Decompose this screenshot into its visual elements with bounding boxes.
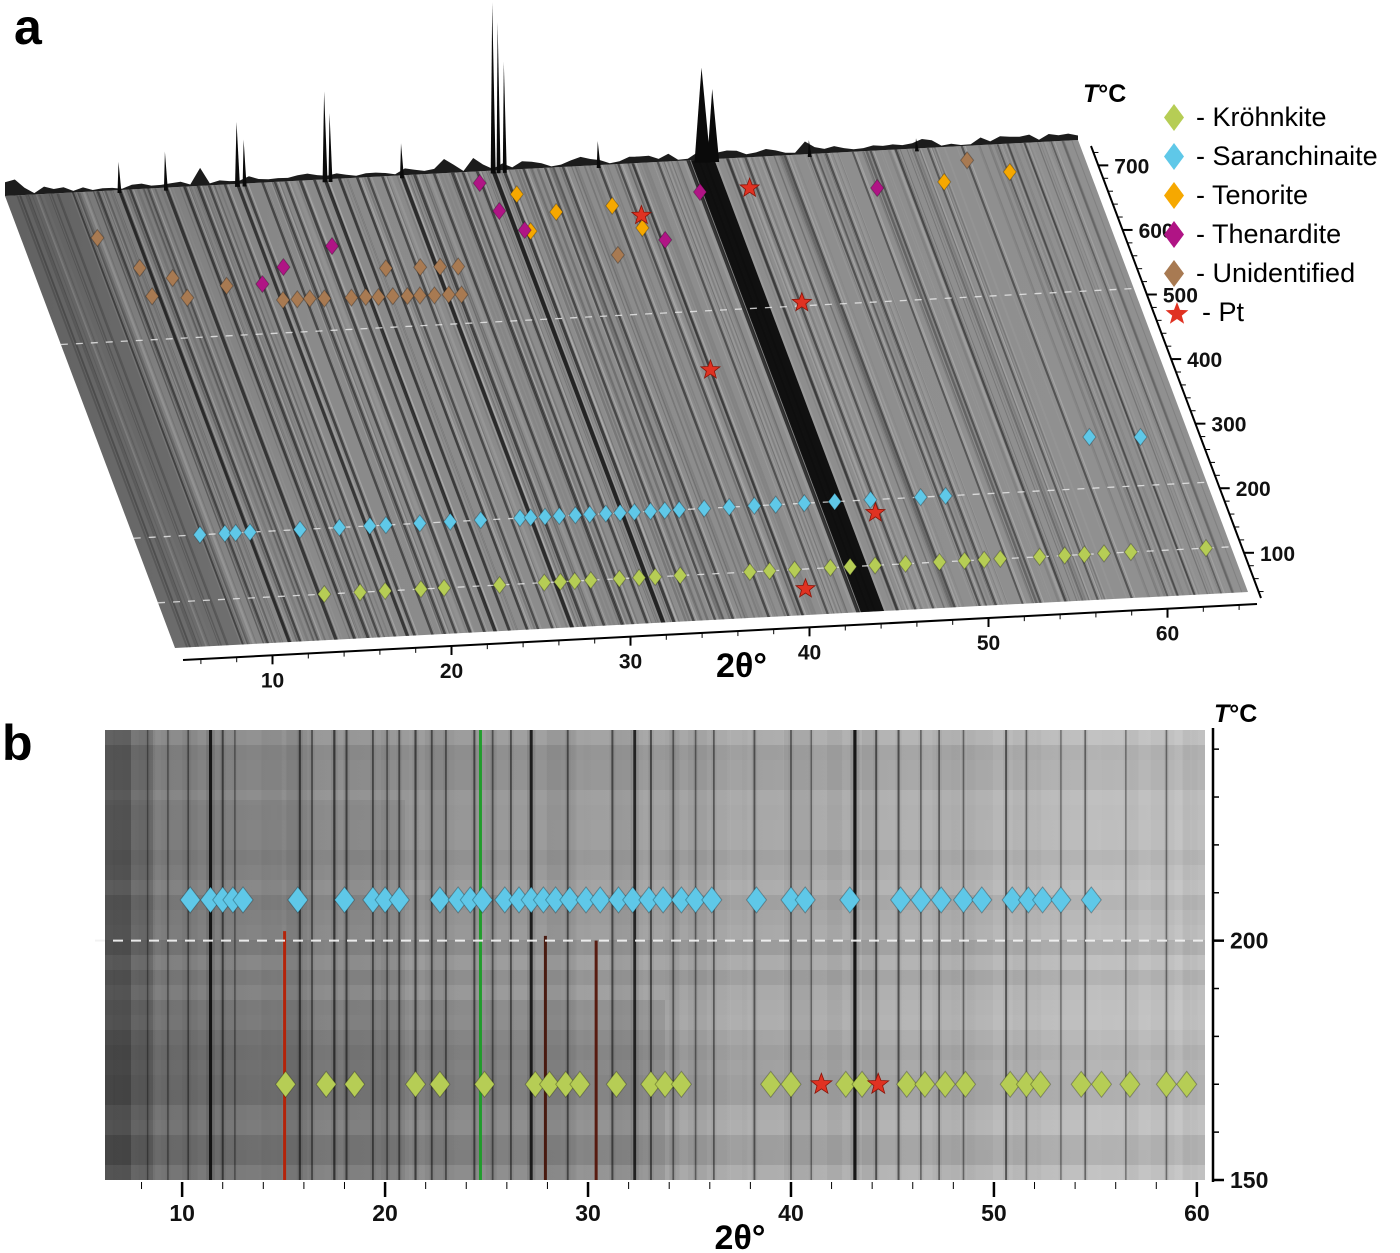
legend-label-krohnkite: - Kröhnkite (1196, 102, 1327, 132)
panel-a-t-axis-title: T°C (1083, 80, 1126, 108)
panel-b-label: b (2, 715, 33, 771)
svg-text:40: 40 (778, 1200, 804, 1226)
svg-text:40: 40 (798, 641, 821, 664)
svg-text:20: 20 (372, 1200, 398, 1226)
legend-label-saranchinaite: - Saranchinaite (1196, 141, 1378, 171)
svg-text:200: 200 (1230, 928, 1268, 954)
svg-text:700: 700 (1114, 155, 1149, 178)
legend-item-pt: - Pt (1164, 293, 1378, 332)
legend-item-tenorite: - Tenorite (1164, 176, 1378, 215)
panel-b-series-saranchinaite (179, 886, 1102, 914)
panel-a-series-saranchinaite (192, 427, 1148, 545)
legend-label-unidentified: - Unidentified (1196, 258, 1356, 288)
panel-a-series-pt (630, 176, 886, 598)
svg-text:30: 30 (575, 1200, 601, 1226)
unidentified-marker-icon (1164, 260, 1184, 287)
panel-b-2d-xrd-map: 150 200 T°C 10 20 30 40 50 60 2θ° (95, 700, 1268, 1253)
panel-a-t-axis: 100 200 300 400 500 600 700 T°C (1083, 80, 1295, 599)
svg-text:400: 400 (1187, 349, 1222, 372)
legend: - Kröhnkite - Saranchinaite - Tenorite - Th… (1164, 98, 1378, 332)
panel-b-film (105, 730, 1205, 1180)
svg-text:10: 10 (261, 669, 284, 692)
svg-text:10: 10 (169, 1200, 195, 1226)
thenardite-marker-icon (1164, 221, 1184, 248)
panel-a-x-axis: 10 20 30 40 50 60 2θ° (182, 603, 1258, 692)
panel-b-series-pt (809, 1072, 890, 1095)
panel-b-series-krohnkite (274, 1070, 1198, 1099)
svg-text:100: 100 (1260, 543, 1295, 566)
legend-item-krohnkite: - Kröhnkite (1164, 98, 1378, 137)
legend-item-unidentified: - Unidentified (1164, 254, 1378, 293)
panel-a-3d-xrd-plot: 10 20 30 40 50 60 2θ° 100 200 300 400 500 600 700 T°C (5, 2, 1295, 692)
panel-b-phase-markers (179, 886, 1198, 1099)
panel-a-surface-texture (5, 140, 1248, 648)
svg-text:500: 500 (1163, 285, 1198, 308)
svg-text:60: 60 (1156, 623, 1179, 646)
legend-item-saranchinaite: - Saranchinaite (1164, 137, 1378, 176)
panel-a-series-thenardite (255, 173, 885, 294)
panel-a-phase-markers (90, 150, 1214, 604)
tenorite-marker-icon (1164, 182, 1184, 209)
svg-text:150: 150 (1230, 1167, 1268, 1193)
krohnkite-marker-icon (1164, 104, 1184, 131)
panel-a-series-unidentified (90, 150, 975, 310)
svg-text:50: 50 (981, 1200, 1007, 1226)
panel-a-series-krohnkite (317, 538, 1214, 604)
panel-a-label: a (14, 0, 42, 55)
panel-a-surface (5, 140, 1248, 648)
svg-text:300: 300 (1211, 414, 1246, 437)
svg-text:200: 200 (1236, 478, 1271, 501)
svg-text:20: 20 (440, 660, 463, 683)
svg-text:30: 30 (619, 651, 642, 674)
legend-label-pt: - Pt (1202, 297, 1245, 327)
legend-label-tenorite: - Tenorite (1196, 180, 1309, 210)
pt-marker-icon (1164, 300, 1190, 326)
panel-a-back-edge-peaks (5, 2, 1078, 196)
panel-a-x-axis-title: 2θ° (716, 647, 767, 685)
panel-b-film-texture (105, 730, 1205, 1180)
legend-label-thenardite: - Thenardite (1196, 219, 1342, 249)
panel-b-t-axis-title: T°C (1214, 700, 1257, 728)
legend-item-thenardite: - Thenardite (1164, 215, 1378, 254)
svg-text:50: 50 (977, 632, 1000, 655)
panel-b-axes: 150 200 T°C 10 20 30 40 50 60 2θ° (141, 700, 1268, 1253)
svg-text:60: 60 (1184, 1200, 1210, 1226)
saranchinaite-marker-icon (1164, 143, 1184, 170)
svg-text:600: 600 (1139, 220, 1174, 243)
panel-b-x-axis-title: 2θ° (715, 1219, 766, 1253)
